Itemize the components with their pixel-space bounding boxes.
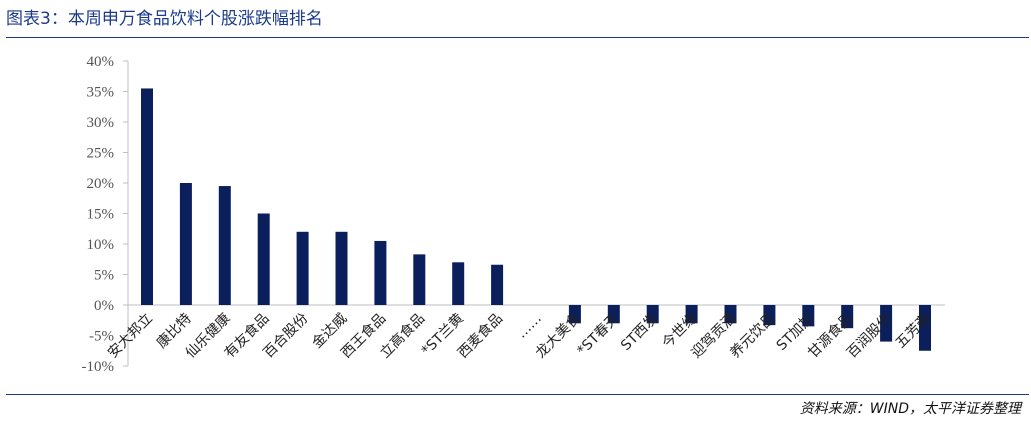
y-tick-label: 0%	[94, 298, 114, 314]
y-tick-label: 30%	[87, 115, 115, 131]
chart-title: 图表3：本周申万食品饮料个股涨跌幅排名	[6, 9, 323, 29]
bar	[646, 305, 659, 324]
bar	[685, 305, 698, 324]
bar	[374, 240, 387, 305]
x-category-label: ST西发	[618, 311, 661, 354]
x-category-label: *ST春天	[574, 311, 622, 359]
bar	[141, 88, 153, 305]
bar	[880, 305, 893, 342]
bar	[802, 305, 815, 327]
y-tick-label: 20%	[87, 176, 115, 192]
y-tick-label: 25%	[87, 146, 115, 162]
source-note: 资料来源：WIND，太平洋证券整理	[799, 401, 1021, 417]
bars-group	[141, 88, 931, 351]
x-axis-labels: 安大邦立康比特仙乐健康有友食品百合股份金达威西王食品立高食品*ST兰黄西麦食品……	[105, 310, 934, 362]
bar	[724, 305, 737, 324]
title-divider	[6, 37, 1029, 38]
bar	[491, 264, 504, 305]
y-tick-label: 10%	[87, 237, 115, 253]
bar	[218, 186, 231, 305]
bar	[919, 305, 931, 351]
bar	[568, 305, 581, 324]
bar	[296, 231, 309, 305]
y-tick-label: 5%	[94, 268, 114, 284]
bar	[607, 305, 620, 324]
bar	[841, 305, 854, 329]
bar	[763, 305, 776, 326]
y-tick-label: 35%	[87, 85, 115, 101]
source-divider	[6, 394, 1029, 395]
x-category-label: ……	[514, 311, 545, 342]
bar	[452, 262, 465, 305]
bar	[257, 213, 270, 305]
y-tick-label: 40%	[87, 54, 115, 70]
y-tick-label: -5%	[89, 329, 114, 345]
bar	[179, 183, 192, 305]
y-tick-label: -10%	[82, 359, 115, 375]
bar	[413, 254, 426, 305]
bar	[335, 231, 348, 305]
y-tick-label: 15%	[87, 207, 115, 223]
